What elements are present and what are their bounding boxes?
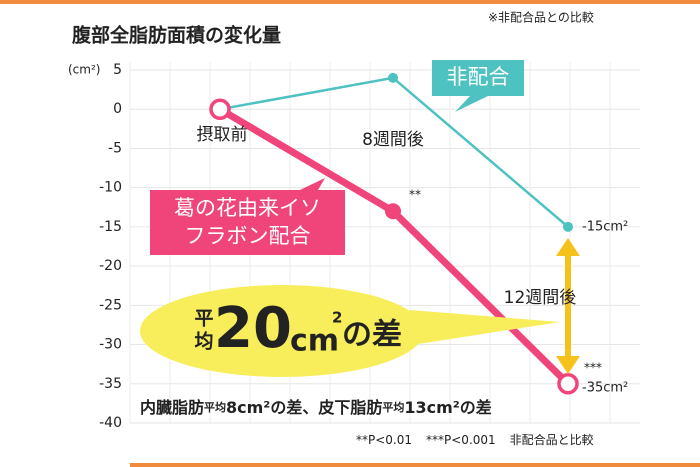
subtext-part: 内臓脂肪 <box>140 398 204 417</box>
y-tick-label: -35 <box>99 376 122 392</box>
legend-box <box>432 60 524 112</box>
footnote: **P<0.01 ***P<0.001 非配合品と比較 <box>356 432 594 447</box>
bottom-border <box>130 463 700 467</box>
callout-sup: 2 <box>332 309 342 327</box>
value-label: -35cm² <box>582 380 628 395</box>
callout-suffix: の差 <box>342 318 402 353</box>
x-tick-label: 摂取前 <box>197 125 248 145</box>
note: ※非配合品との比較 <box>488 10 594 25</box>
significance-mark: *** <box>584 360 602 374</box>
y-axis-label: (cm²) <box>68 63 100 77</box>
data-point <box>209 98 231 120</box>
subtext-part: 平均 <box>382 400 404 414</box>
chart-title: 腹部全脂肪面積の変化量 <box>71 24 281 47</box>
y-tick-label: -15 <box>99 219 122 235</box>
subtext-part: 13cm²の差 <box>404 398 491 417</box>
y-tick-label: -5 <box>108 140 122 156</box>
x-tick-label: 12週間後 <box>504 288 577 308</box>
data-point <box>557 373 579 395</box>
footnote-part: **P<0.01 <box>356 433 412 447</box>
x-tick-label: 8週間後 <box>362 130 424 150</box>
legend-label: 非配合 <box>447 65 510 89</box>
y-tick-label: 5 <box>113 62 122 78</box>
callout-unit: cm <box>290 324 339 359</box>
subtext: 内臓脂肪平均8cm²の差、皮下脂肪平均13cm²の差 <box>140 398 492 417</box>
footnote-part: 非配合品と比較 <box>510 432 594 447</box>
top-border <box>0 0 700 4</box>
callout-bubble <box>140 285 424 377</box>
data-point <box>385 203 401 220</box>
callout-prefix: 平均 <box>192 308 214 354</box>
value-label: -15cm² <box>582 219 628 234</box>
significance-mark: ** <box>409 188 421 202</box>
y-tick-label: -10 <box>99 180 122 196</box>
callout-tail <box>410 310 560 345</box>
footnote-part: ***P<0.001 <box>426 433 496 447</box>
y-tick-label: -20 <box>99 258 122 274</box>
y-tick-label: 0 <box>113 101 122 117</box>
data-point <box>388 72 398 83</box>
subtext-part: 8cm²の差、皮下脂肪 <box>226 398 382 417</box>
legend-label: 葛の花由来イソフラボン配合 <box>174 196 321 248</box>
y-tick-label: -25 <box>99 297 122 313</box>
y-tick-label: -30 <box>99 337 122 353</box>
data-point <box>563 221 573 232</box>
legend-box <box>150 178 345 255</box>
callout-number: 20 <box>214 296 292 361</box>
y-tick-label: -40 <box>99 415 122 431</box>
subtext-part: 平均 <box>204 400 226 414</box>
